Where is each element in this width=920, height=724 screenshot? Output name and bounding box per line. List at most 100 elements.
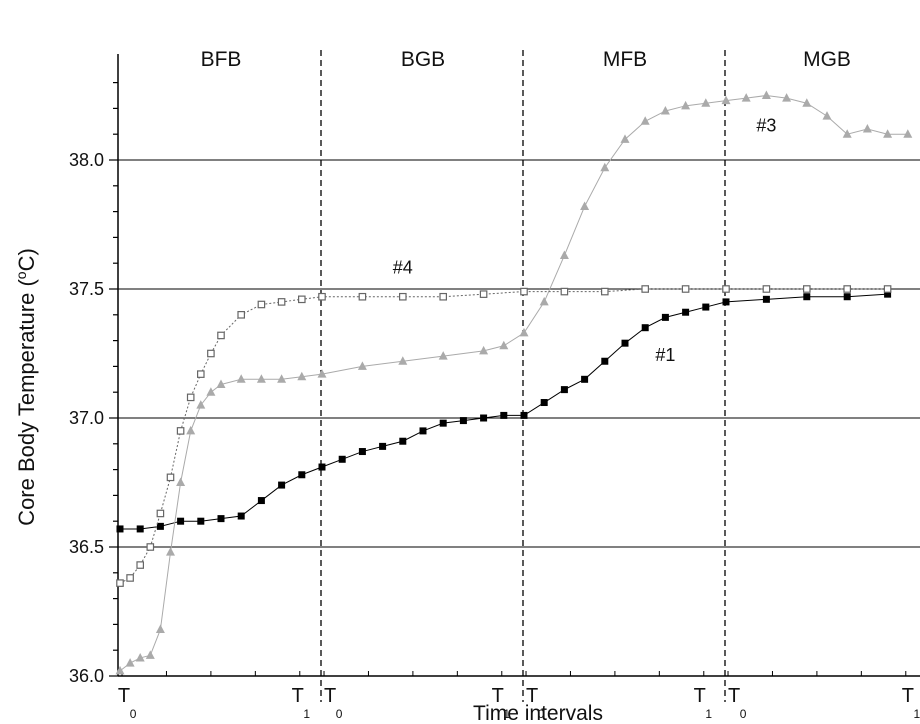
data-point [318, 292, 326, 301]
data-point [681, 100, 691, 110]
data-point [217, 515, 225, 523]
data-point [125, 658, 135, 667]
data-point [166, 547, 175, 556]
data-point [155, 624, 165, 634]
interval-marker-main: T [728, 685, 740, 707]
data-point [559, 250, 569, 259]
data-point [277, 298, 286, 306]
data-point [802, 98, 812, 107]
interval-marker: T0 [118, 685, 137, 721]
data-point [318, 463, 326, 471]
data-point [399, 292, 407, 301]
data-point [146, 543, 155, 551]
data-point [156, 522, 164, 530]
data-point [298, 295, 306, 304]
data-point [560, 287, 569, 296]
data-point [338, 455, 346, 463]
y-axis-title-pre: Core Body Temperature ( [14, 279, 39, 526]
phase-label: BFB [201, 48, 242, 71]
data-point [762, 295, 770, 303]
data-point [803, 293, 811, 301]
data-point [660, 105, 670, 115]
data-point [176, 427, 185, 435]
data-point [277, 374, 287, 383]
interval-marker-sub: 0 [740, 707, 747, 721]
data-point [136, 525, 144, 533]
series-n4 [116, 285, 892, 587]
data-point [540, 399, 548, 407]
interval-marker-main: T [292, 685, 304, 707]
data-point [256, 374, 266, 383]
y-axis-title-post: C) [14, 248, 39, 271]
data-point [116, 579, 124, 587]
data-point [702, 303, 710, 311]
data-point [237, 512, 245, 520]
data-point [520, 411, 528, 419]
data-point [358, 448, 366, 456]
data-point [560, 386, 568, 394]
data-point [480, 414, 488, 422]
data-point [419, 427, 427, 435]
series-line [119, 288, 888, 584]
interval-marker-main: T [324, 685, 336, 707]
y-axis-title-superscript: o [13, 271, 29, 279]
y-tick-label: 37.5 [69, 279, 104, 299]
data-point [379, 442, 387, 450]
data-point [883, 285, 892, 293]
interval-marker-main: T [118, 685, 130, 707]
data-point [196, 400, 206, 409]
interval-marker: T1 [694, 685, 713, 721]
series-annotation: #3 [756, 116, 776, 136]
interval-marker-main: T [492, 685, 504, 707]
data-point [641, 285, 650, 293]
interval-marker-sub: 1 [503, 707, 510, 721]
data-point [499, 340, 509, 350]
data-point [600, 162, 610, 172]
data-point [459, 417, 467, 425]
interval-marker-sub: 1 [303, 707, 310, 721]
interval-marker-sub: 1 [913, 707, 920, 721]
data-point [257, 300, 266, 309]
data-point [822, 111, 832, 120]
annotation-layer: #4 #3 #1 [393, 116, 777, 366]
data-point [883, 129, 893, 138]
data-point [722, 285, 730, 293]
data-point [297, 371, 307, 381]
data-point [479, 345, 489, 355]
data-point [519, 327, 529, 337]
phase-layer: BFB BGB MFB MGB [201, 48, 851, 702]
data-point [682, 308, 690, 316]
data-point [721, 95, 731, 105]
phase-label: MFB [603, 48, 647, 71]
axis-layer [117, 54, 920, 677]
series-layer [115, 90, 913, 675]
data-point [197, 517, 205, 525]
data-point [439, 419, 447, 427]
y-axis-title: Core Body Temperature (oC) [13, 248, 39, 526]
data-point [136, 561, 145, 569]
data-point [257, 497, 265, 505]
data-point [216, 379, 226, 388]
data-point [884, 290, 892, 298]
interval-marker-sub: 0 [538, 707, 545, 721]
data-point [903, 129, 913, 138]
data-point [479, 290, 488, 298]
data-point [640, 116, 650, 125]
interval-marker: T1 [902, 685, 920, 721]
data-point [601, 357, 609, 365]
series-n1 [116, 290, 892, 533]
data-point [317, 369, 327, 378]
data-point [399, 437, 407, 445]
data-point [116, 525, 124, 533]
data-point [398, 356, 408, 365]
data-point [298, 471, 306, 479]
series-annotation: #1 [655, 345, 675, 365]
data-point [580, 201, 590, 210]
data-point [166, 473, 175, 482]
interval-marker-main: T [526, 685, 538, 707]
data-point [843, 285, 852, 293]
data-point [176, 477, 186, 486]
y-tick-label: 37.0 [69, 408, 104, 428]
data-point [438, 351, 448, 360]
data-point [722, 298, 730, 306]
